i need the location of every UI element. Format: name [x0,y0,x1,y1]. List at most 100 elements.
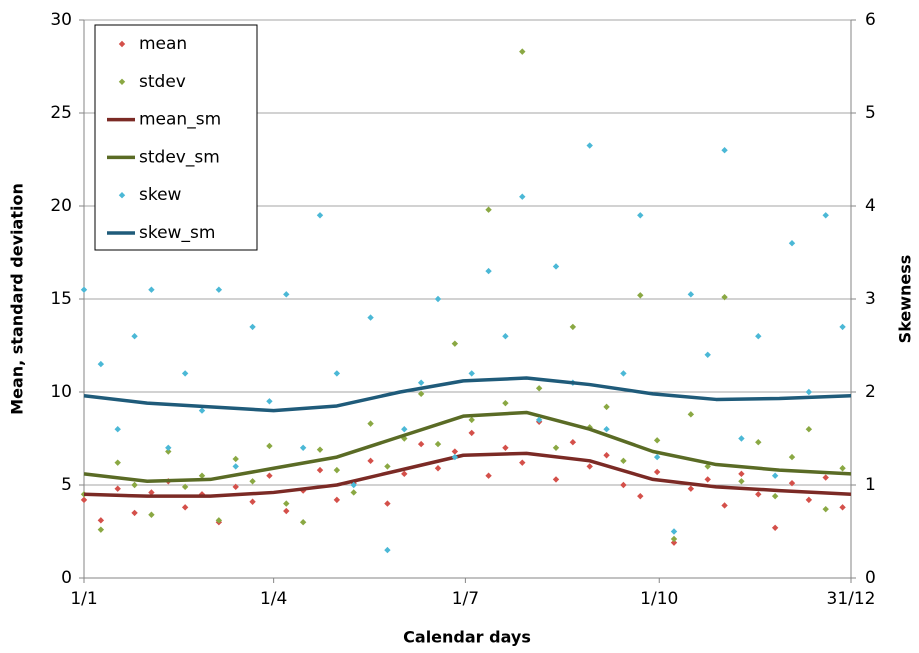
point [114,485,121,492]
point [771,472,779,479]
point [687,411,695,418]
point [704,463,711,470]
point [131,509,138,517]
point [738,478,745,485]
point [502,444,509,451]
point [165,444,172,451]
point [569,323,577,331]
point [822,505,829,513]
point [552,476,560,483]
point [97,517,105,524]
point [586,424,593,431]
y2-tick-label: 5 [865,103,876,123]
point [485,472,492,479]
point [603,426,610,433]
legend-box [94,24,258,251]
point [181,370,189,377]
legend-label: stdev [139,72,186,92]
point [535,416,543,424]
point [181,504,189,511]
point [181,483,189,491]
point [283,291,290,298]
point [232,483,239,491]
y-tick-label: 15 [50,289,72,309]
smooth-line [83,376,852,413]
point [299,444,307,451]
point [333,466,341,474]
point [384,500,391,507]
x-tick-label: 31/12 [827,589,876,609]
point [721,502,728,509]
point [586,463,593,470]
point [755,333,762,340]
point [350,481,357,489]
x-axis-title: Calendar days [403,628,531,647]
point [131,333,138,340]
point [620,457,627,465]
point [788,453,796,461]
point [80,286,88,293]
point [114,426,121,433]
legend-swatch [118,40,126,48]
smooth-line [83,410,852,484]
point [148,286,155,293]
point [603,403,610,411]
point [519,193,526,200]
point [266,472,273,479]
point [417,440,425,448]
point [367,420,374,427]
point [637,292,644,299]
point [215,286,223,293]
point [384,463,391,470]
point [755,491,762,498]
point [788,240,796,247]
y-axis-title: Mean, standard deviation [8,183,27,415]
point [771,492,779,500]
point [434,295,442,303]
legend-label: mean [139,34,187,54]
x-tick-label: 1/7 [452,589,479,609]
point [198,491,206,498]
point [384,546,391,554]
point [637,492,644,500]
point [620,370,627,377]
point [687,485,695,492]
point [839,504,846,511]
point [148,489,155,496]
point [266,398,273,405]
point [283,507,290,515]
x-tick-label: 1/10 [640,589,678,609]
point [637,212,644,219]
point [148,511,155,518]
y2-tick-label: 0 [865,568,876,588]
point [687,291,695,298]
point [367,457,374,465]
point [417,379,425,386]
point [114,459,121,466]
point [805,496,813,504]
point [805,388,813,396]
point [670,528,678,535]
point [738,435,745,442]
y2-tick-label: 6 [865,10,876,30]
point [417,390,425,398]
point [704,351,711,358]
point [266,442,273,450]
point [451,448,459,455]
point [401,426,408,433]
point [232,455,239,463]
legend-label: skew_sm [139,223,215,243]
point [552,444,560,451]
point [468,416,475,424]
point [822,212,829,219]
point [755,439,762,446]
legend-label: mean_sm [139,110,221,130]
point [131,481,138,489]
point [839,465,846,472]
point [316,446,324,453]
point [485,206,492,213]
point [434,440,442,448]
point [165,448,172,455]
